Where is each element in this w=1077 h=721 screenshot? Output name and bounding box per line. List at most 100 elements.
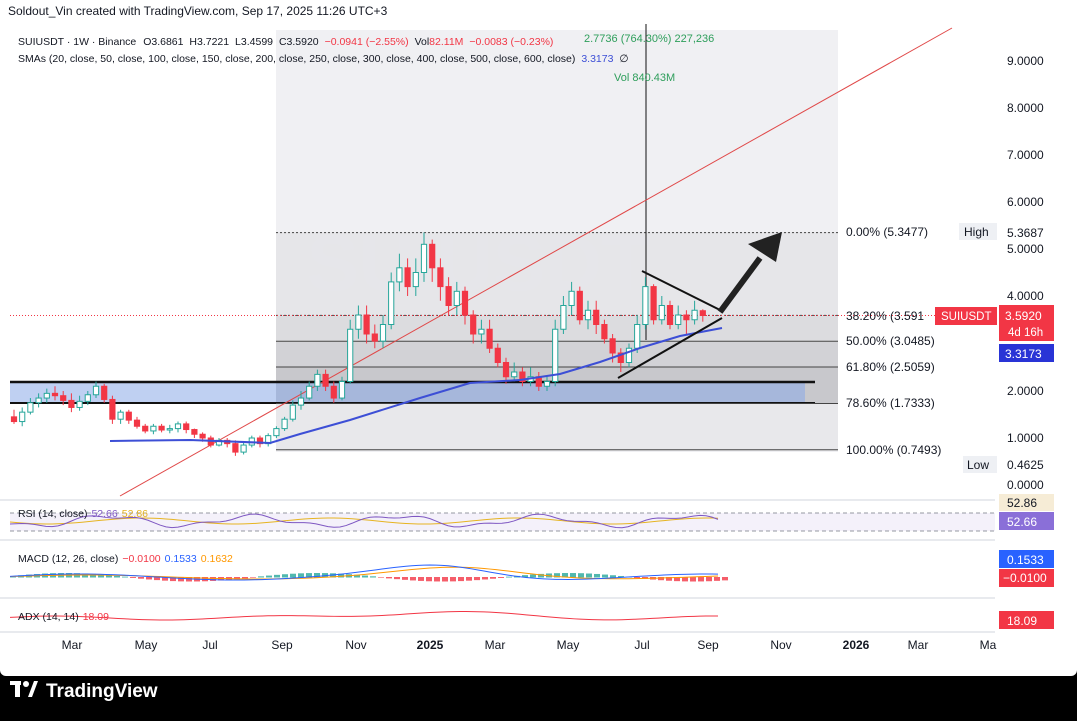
candle-body	[191, 429, 198, 435]
candle-body	[273, 428, 280, 437]
macd-histogram-bar	[338, 573, 344, 578]
candle-body	[371, 333, 378, 342]
macd-histogram-bar	[658, 577, 664, 581]
candle-body	[117, 411, 124, 420]
fib-label-38: 38.20% (3.591	[846, 309, 924, 323]
candle-body	[584, 309, 592, 321]
macd-histogram-bar	[410, 577, 416, 581]
macd-histogram-bar	[682, 577, 688, 582]
legend-change: −0.0941 (−2.55%)	[324, 36, 409, 48]
macd-histogram-bar	[434, 577, 440, 582]
measure-line-1: 2.7736 (764.30%) 227,236	[584, 33, 714, 45]
time-tick: 2026	[843, 638, 870, 652]
candle-body	[289, 404, 296, 420]
candle-body	[420, 243, 428, 274]
candle-body	[429, 243, 436, 269]
macd-histogram-bar	[146, 577, 152, 580]
candle-body	[502, 362, 510, 378]
fib-label-0: 0.00% (5.3477)	[846, 225, 928, 239]
time-tick: Ma	[980, 638, 997, 652]
time-tick: Jul	[202, 638, 217, 652]
candle-body	[338, 381, 346, 399]
candle-body	[76, 400, 83, 408]
macd-histogram-bar	[394, 577, 400, 580]
candle-body	[388, 281, 395, 325]
candle-body	[60, 395, 67, 401]
macd-histogram-bar	[386, 577, 392, 579]
candle-body	[511, 371, 518, 378]
candle-body	[494, 347, 501, 363]
macd-hist-badge: −0.0100	[1003, 571, 1047, 585]
symbol-badge-bg	[935, 307, 997, 325]
macd-histogram-bar	[594, 573, 600, 578]
low-label-bg	[963, 456, 997, 473]
macd-histogram-bar	[554, 573, 560, 578]
macd-histogram-bar	[402, 577, 408, 580]
macd-histogram-bar	[90, 573, 96, 578]
macd-histogram-bar	[706, 577, 712, 582]
legend-low: 3.4599	[240, 36, 274, 48]
rsi-ma-badge-bg	[999, 494, 1054, 511]
time-tick: Nov	[345, 638, 366, 652]
macd-histogram-bar	[290, 573, 296, 578]
macd-badge: 0.1533	[1007, 553, 1044, 567]
candle-body	[166, 428, 173, 431]
fib-label-100: 100.00% (0.7493)	[846, 443, 941, 457]
macd-histogram-bar	[538, 573, 544, 578]
candle-body	[10, 416, 18, 423]
low-label: Low	[967, 458, 989, 472]
macd-histogram-bar	[378, 577, 384, 578]
macd-histogram-bar	[354, 574, 360, 578]
candle-body	[240, 444, 247, 453]
candle-body	[634, 324, 641, 349]
macd-histogram-bar	[170, 577, 176, 582]
triangle-upper-line	[641, 270, 723, 312]
candle-body	[453, 290, 460, 306]
time-tick: May	[135, 638, 158, 652]
macd-histogram-bar	[106, 575, 112, 578]
macd-histogram-bar	[634, 577, 640, 579]
adx-badge-bg	[999, 611, 1054, 629]
candle-body	[68, 399, 75, 408]
candle-body	[699, 310, 706, 316]
macd-histogram-bar	[162, 577, 168, 581]
macd-histogram-bar	[114, 575, 120, 578]
macd-histogram-bar	[122, 576, 128, 578]
macd-histogram-bar	[562, 573, 568, 578]
candle-body	[650, 286, 657, 321]
candle-body	[35, 397, 42, 404]
candle-body	[330, 385, 337, 399]
candle-body	[183, 423, 190, 431]
candle-body	[150, 425, 157, 432]
candle-body	[683, 314, 690, 321]
macd-histogram-bar	[282, 574, 288, 578]
time-tick: Mar	[62, 638, 83, 652]
candle-body	[560, 305, 567, 330]
candle-body	[322, 373, 329, 387]
trend-line	[119, 27, 953, 497]
candle-body	[617, 352, 624, 363]
macd-histogram-bar	[234, 577, 240, 580]
rsi-band	[10, 513, 995, 531]
fib-label-50: 50.00% (3.0485)	[846, 334, 935, 348]
macd-histogram-bar	[490, 577, 496, 579]
macd-histogram-bar	[586, 573, 592, 578]
legend-volume: 82.11M	[429, 36, 464, 48]
high-label: High	[964, 225, 989, 239]
candle-body	[445, 286, 452, 307]
legend-close: 3.5920	[286, 36, 319, 48]
high-label-bg	[959, 223, 997, 240]
candle-body	[601, 324, 608, 340]
price-tick: 7.0000	[1007, 148, 1044, 162]
macd-histogram-bar	[578, 573, 584, 578]
adx-line	[9, 611, 719, 621]
candle-body	[519, 371, 526, 382]
price-chart[interactable]: SUIUSDT 9.0000 8.0000 7.0000 6.0000 5.0000 4.…	[0, 0, 1077, 676]
candle-body	[125, 411, 132, 421]
candle-body	[379, 324, 387, 342]
macd-histogram-bar	[674, 577, 680, 582]
rsi-badge-bg	[999, 512, 1054, 530]
candle-body	[355, 314, 362, 330]
adx-badge: 18.09	[1007, 614, 1037, 628]
price-tick: 1.0000	[1007, 431, 1044, 445]
